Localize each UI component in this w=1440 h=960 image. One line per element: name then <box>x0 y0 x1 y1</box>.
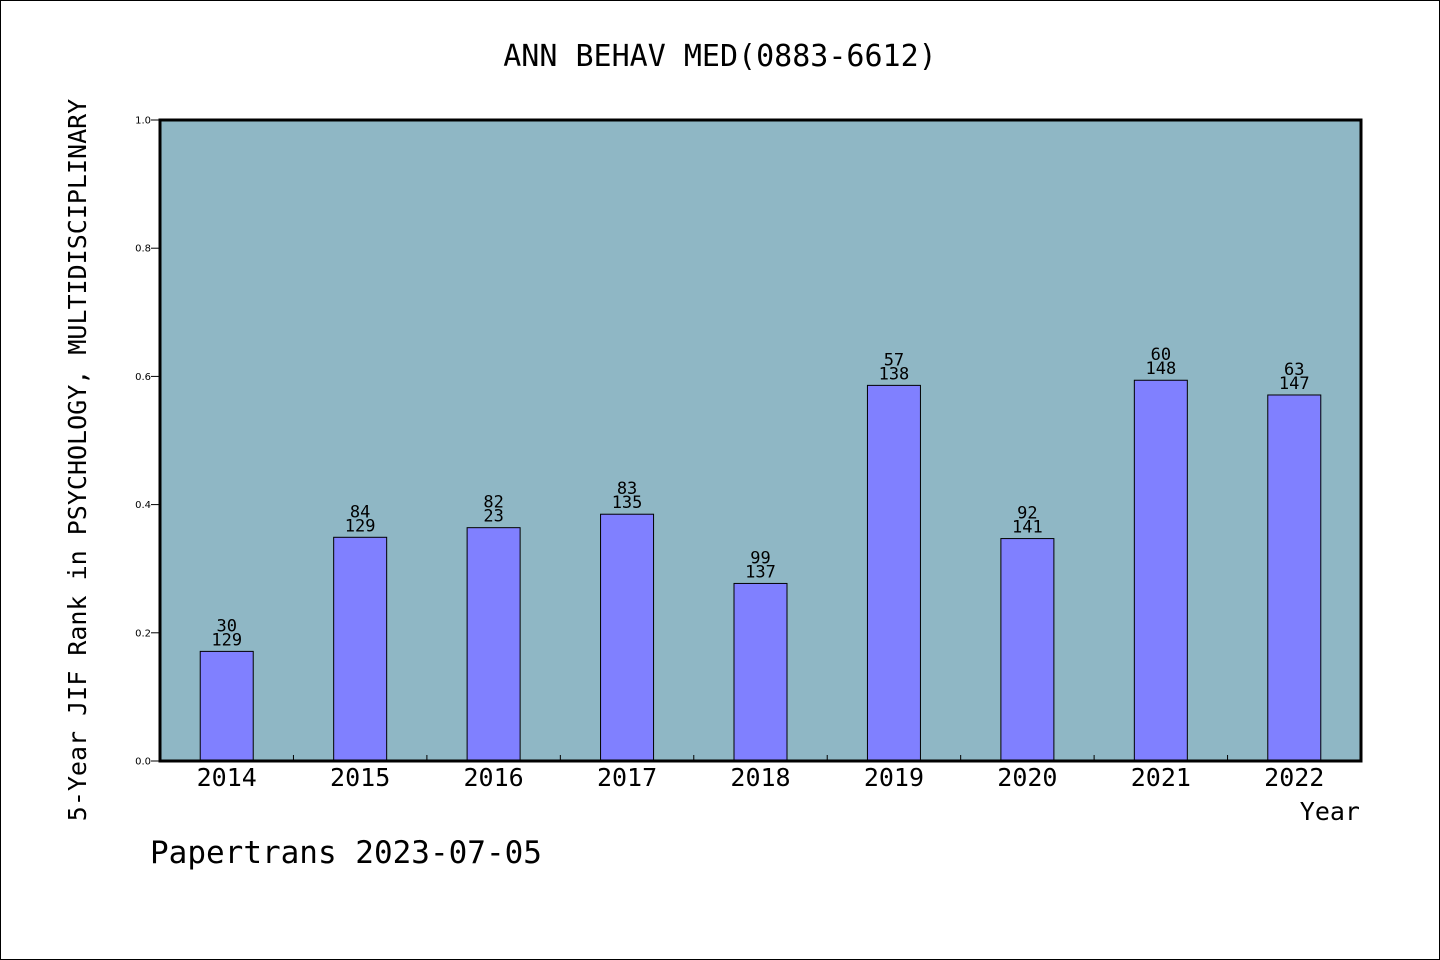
bar-rank-label: 99 <box>750 548 770 568</box>
bar-total-label: 23 <box>483 507 503 527</box>
bar-rank-label: 82 <box>483 493 503 513</box>
bar-total-label: 138 <box>879 364 910 384</box>
bar-total-label: 135 <box>612 493 643 513</box>
bar-2017 <box>600 513 655 762</box>
bar-rank-label: 92 <box>1017 504 1037 524</box>
x-tick-label: 2021 <box>1131 763 1191 792</box>
plot-border <box>158 118 1363 763</box>
credit-text: Papertrans 2023-07-05 <box>150 835 542 871</box>
y-axis-ticks: 0.0 0.2 0.4 0.6 0.8 1.0 <box>135 116 160 768</box>
x-tick-label: 2018 <box>730 763 790 792</box>
x-tick-label: 2015 <box>330 763 390 792</box>
bar-series <box>199 379 1322 762</box>
bar-2020 <box>1000 538 1055 762</box>
bar-2022 <box>1267 394 1322 762</box>
y-tick-label: 0.2 <box>135 628 151 639</box>
bar-2019 <box>866 384 921 762</box>
bar-2014 <box>199 650 254 762</box>
bar-total-label: 129 <box>211 630 242 650</box>
x-tick-label: 2019 <box>864 763 924 792</box>
bar-2015 <box>333 536 388 762</box>
bar-rank-label: 83 <box>617 479 637 499</box>
bar-rank-label: 84 <box>350 502 370 522</box>
bar-rank-label: 57 <box>884 350 904 370</box>
bar-rank-label: 60 <box>1151 345 1171 365</box>
bar-total-label: 148 <box>1145 359 1176 379</box>
bar-2021 <box>1133 379 1188 762</box>
y-tick-label: 0.8 <box>135 244 151 255</box>
bar-2016 <box>466 527 521 762</box>
x-tick-label: 2017 <box>597 763 657 792</box>
x-tick-label: 2020 <box>997 763 1057 792</box>
y-axis-label: 5-Year JIF Rank in PSYCHOLOGY, MULTIDISC… <box>63 99 92 821</box>
x-tick-label: 2014 <box>197 763 257 792</box>
bar-rank-label: 63 <box>1284 360 1304 380</box>
x-axis-ticks: 2014 2015 2016 2017 2018 2019 2020 2021 2022 <box>159 755 1362 792</box>
bar-total-label: 129 <box>345 516 376 536</box>
bar-total-label: 141 <box>1012 518 1043 538</box>
bar-2018 <box>733 582 788 762</box>
y-tick-label: 0.6 <box>135 372 151 383</box>
y-tick-label: 0.4 <box>135 500 151 511</box>
x-axis-label: Year <box>1300 797 1360 826</box>
y-tick-label: 1.0 <box>135 116 151 127</box>
chart-title: ANN BEHAV MED(0883-6612) <box>503 39 936 74</box>
bar-total-label: 147 <box>1279 374 1310 394</box>
bar-rank-label: 30 <box>216 616 236 636</box>
bar-total-label: 137 <box>745 562 776 582</box>
y-tick-label: 0.0 <box>135 757 151 768</box>
x-tick-label: 2016 <box>464 763 524 792</box>
x-tick-label: 2022 <box>1264 763 1324 792</box>
